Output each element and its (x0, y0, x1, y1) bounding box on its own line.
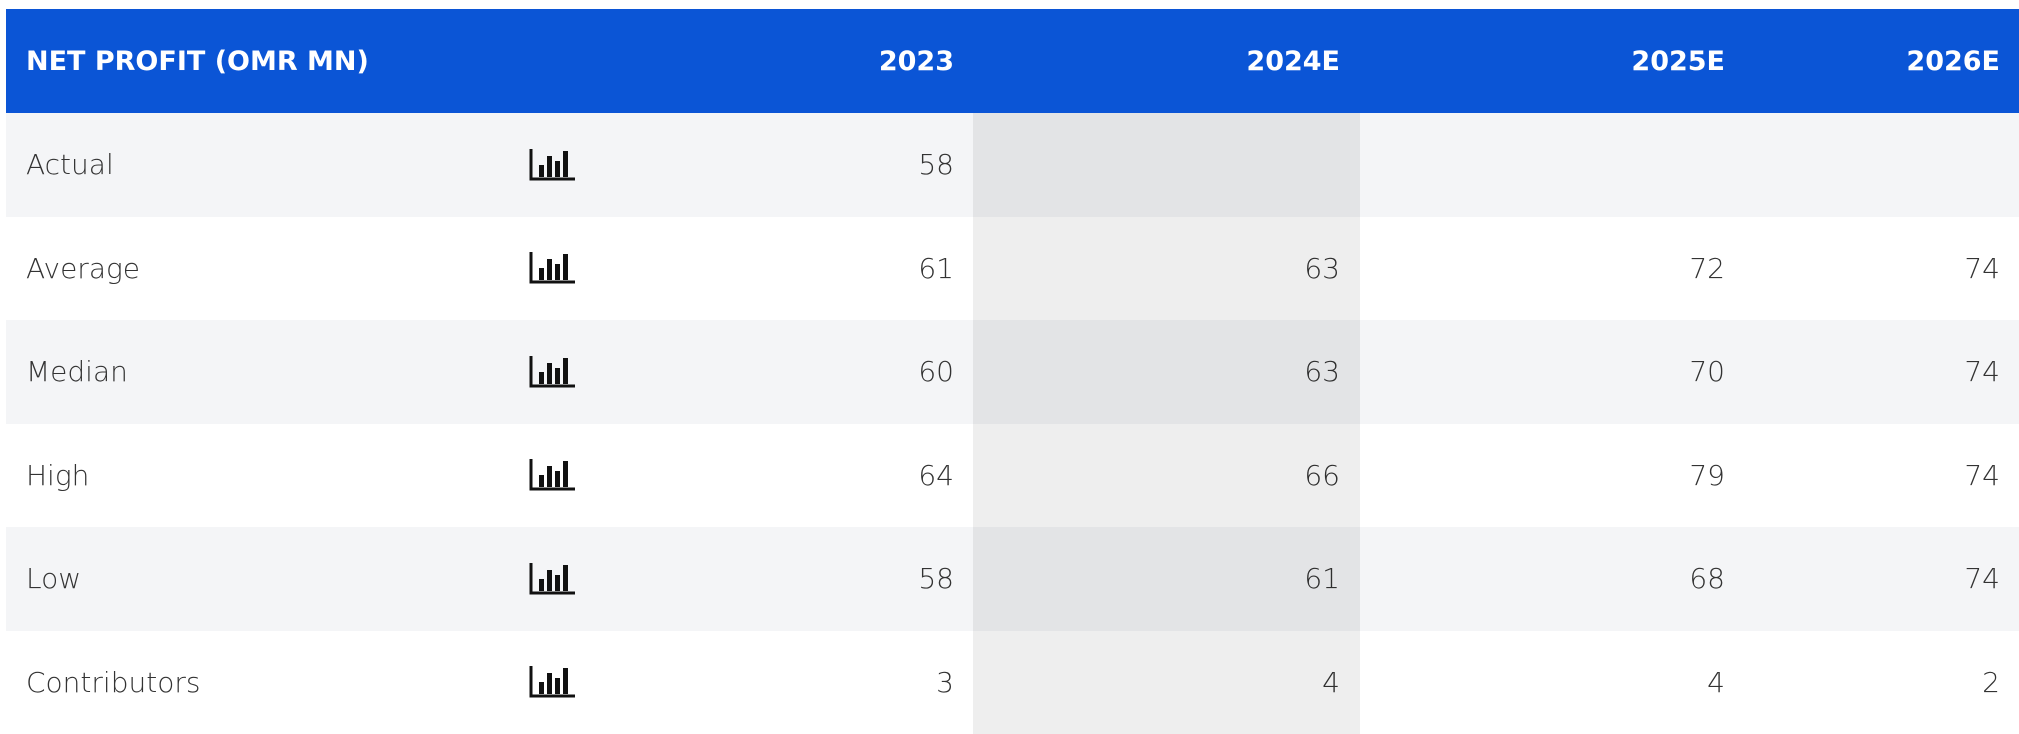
cell-value: 63 (1304, 355, 1340, 389)
cell-value: 74 (1964, 562, 2000, 596)
header-cell: 2025E (1631, 45, 1725, 77)
row-label: Median (26, 355, 128, 389)
chart-icon[interactable] (529, 147, 577, 183)
table-row: Low 58 61 68 74 (6, 527, 2019, 631)
cell-value: 74 (1964, 251, 2000, 285)
column-highlight (973, 113, 1360, 734)
table-row: High 64 66 79 74 (6, 424, 2019, 528)
chart-icon[interactable] (529, 457, 577, 493)
table-row: Contributors 3 4 4 2 (6, 631, 2019, 734)
cell-value: 63 (1304, 251, 1340, 285)
cell-value: 64 (918, 458, 954, 492)
row-label: Contributors (26, 665, 201, 699)
chart-icon[interactable] (529, 354, 577, 390)
header-cell: 2026E (1906, 45, 2000, 77)
header-cell: 2023 (878, 45, 954, 77)
chart-icon[interactable] (529, 664, 577, 700)
cell-value: 4 (1322, 665, 1340, 699)
cell-value: 61 (918, 251, 954, 285)
estimates-table: NET PROFIT (OMR MN) 2023 2024E 2025E 2026E A… (6, 9, 2019, 734)
chart-icon[interactable] (529, 250, 577, 286)
row-label: High (26, 458, 90, 492)
cell-value: 79 (1689, 458, 1725, 492)
row-label: Average (26, 251, 141, 285)
row-label: Actual (26, 148, 114, 182)
header-cell: 2024E (1246, 45, 1340, 77)
row-label: Low (26, 562, 82, 596)
cell-value: 3 (936, 665, 954, 699)
table-row: Median 60 63 70 74 (6, 320, 2019, 424)
table-row: Actual 58 (6, 113, 2019, 217)
cell-value: 60 (918, 355, 954, 389)
cell-value: 74 (1964, 355, 2000, 389)
cell-value: 61 (1304, 562, 1340, 596)
table-row: Average 61 63 72 74 (6, 217, 2019, 321)
cell-value: 70 (1689, 355, 1725, 389)
cell-value: 66 (1304, 458, 1340, 492)
cell-value: 72 (1689, 251, 1725, 285)
cell-value: 2 (1982, 665, 2000, 699)
cell-value: 4 (1707, 665, 1725, 699)
header-row: NET PROFIT (OMR MN) 2023 2024E 2025E 2026E (6, 9, 2019, 113)
header-cell: NET PROFIT (OMR MN) (26, 45, 369, 77)
cell-value: 58 (918, 148, 954, 182)
cell-value: 58 (918, 562, 954, 596)
cell-value: 74 (1964, 458, 2000, 492)
cell-value: 68 (1689, 562, 1725, 596)
chart-icon[interactable] (529, 561, 577, 597)
